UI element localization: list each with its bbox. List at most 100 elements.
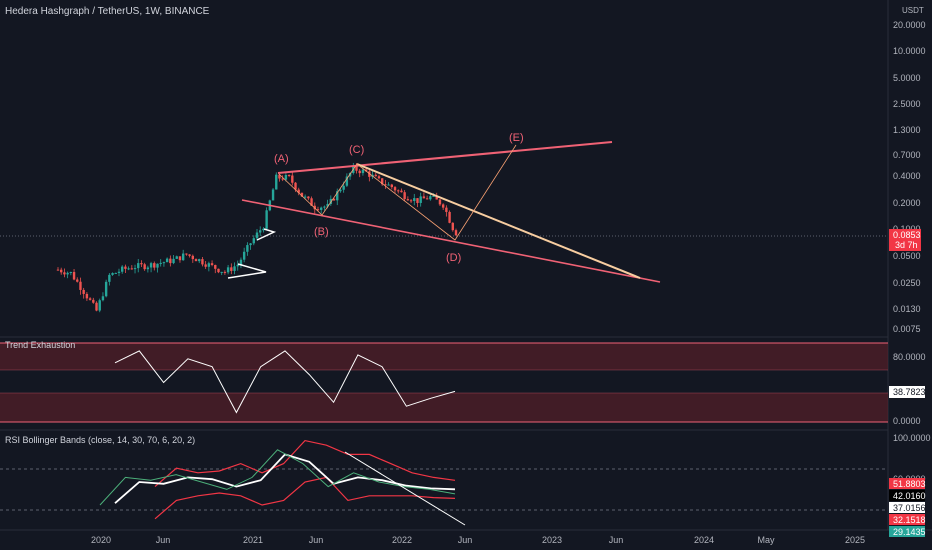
trend-axis-80: 80.0000 xyxy=(893,352,926,362)
pattern-drawings[interactable] xyxy=(227,141,661,283)
candle-body xyxy=(217,268,220,273)
candle-body xyxy=(210,263,214,265)
candle-body xyxy=(400,190,403,193)
rsi-tag-value: 42.0160 xyxy=(893,491,926,501)
price-tick-label: 0.0075 xyxy=(893,324,921,334)
candle-body xyxy=(249,243,252,246)
candle-body xyxy=(120,266,124,272)
candle-body xyxy=(252,238,255,244)
candle-body xyxy=(140,263,143,265)
candle-body xyxy=(342,185,345,190)
candle-body xyxy=(409,200,413,202)
trend-panel-title: Trend Exhaustion xyxy=(5,340,75,350)
countdown-value: 3d 7h xyxy=(895,240,918,250)
wave-label-a: (A) xyxy=(274,153,289,165)
candle-body xyxy=(226,267,230,273)
candle-body xyxy=(239,259,243,265)
candle-body xyxy=(393,187,397,191)
candle-body xyxy=(259,230,262,233)
time-tick-label: Jun xyxy=(309,535,324,545)
last-price-tag: 0.0853 3d 7h xyxy=(889,229,921,251)
candle-body xyxy=(92,299,95,303)
price-tick-label: 0.0130 xyxy=(893,304,921,314)
rsi-upper-band xyxy=(154,439,456,488)
triangle-pattern-2[interactable] xyxy=(256,228,277,241)
candle-body xyxy=(114,272,117,274)
candle-body xyxy=(310,198,313,206)
candle-body xyxy=(425,198,429,200)
candle-body xyxy=(265,210,268,229)
candle-body xyxy=(364,169,368,172)
candle-body xyxy=(207,263,211,267)
time-tick-label: 2025 xyxy=(845,535,865,545)
candle-body xyxy=(368,171,371,177)
candle-body xyxy=(127,268,130,270)
rsi-tag-bg xyxy=(889,514,925,525)
candle-body xyxy=(108,274,111,282)
candle-body xyxy=(242,251,246,260)
price-tick-label: 5.0000 xyxy=(893,73,921,83)
candle-body xyxy=(185,253,188,255)
rsi-tag-value: 32.1518 xyxy=(893,515,926,525)
last-price-value: 0.0853 xyxy=(893,230,921,240)
candle-body xyxy=(448,211,451,223)
time-tick-label: 2022 xyxy=(392,535,412,545)
candle-body xyxy=(56,269,60,271)
candle-body xyxy=(287,175,291,177)
candle-body xyxy=(355,165,358,171)
time-axis[interactable]: 2020 Jun 2021 Jun 2022 Jun 2023 Jun 2024 May 2025 xyxy=(91,535,865,545)
candle-body xyxy=(454,230,458,236)
candle-body xyxy=(397,190,400,192)
candle-body xyxy=(246,245,249,252)
time-tick-label: Jun xyxy=(458,535,473,545)
candle-body xyxy=(223,271,227,273)
triangle-pattern-1[interactable] xyxy=(227,263,267,279)
candle-body xyxy=(153,263,156,268)
time-tick-label: 2023 xyxy=(542,535,562,545)
candle-body xyxy=(214,264,217,269)
wave-path[interactable] xyxy=(278,144,517,241)
candle-body xyxy=(172,258,175,264)
candle-body xyxy=(271,189,275,201)
candle-body xyxy=(429,196,432,200)
candle-body xyxy=(416,198,419,203)
rsi-trendline[interactable] xyxy=(344,451,466,526)
candle-body xyxy=(336,191,339,201)
upper-trendline[interactable] xyxy=(277,141,613,174)
candle-body xyxy=(307,196,310,199)
candle-body xyxy=(316,209,320,211)
candle-body xyxy=(236,264,239,267)
price-tick-label: 0.2000 xyxy=(893,198,921,208)
candle-body xyxy=(143,264,146,270)
price-tick-label: 0.0250 xyxy=(893,278,921,288)
time-tick-label: 2021 xyxy=(243,535,263,545)
candle-body xyxy=(419,196,422,203)
price-tick-label: 2.5000 xyxy=(893,99,921,109)
price-axis[interactable]: 20.0000 10.0000 5.0000 2.5000 1.3000 0.7000 0.… xyxy=(893,20,926,334)
candle-body xyxy=(117,271,121,273)
candle-body xyxy=(98,300,101,311)
candle-body xyxy=(175,256,178,259)
rsi-tag-bg xyxy=(889,502,925,513)
rsi-lower-band xyxy=(154,476,456,520)
candle-body xyxy=(162,262,166,264)
price-tick-label: 1.3000 xyxy=(893,125,921,135)
rsi-tag-value: 37.0156 xyxy=(893,503,926,513)
lower-exhaustion-band xyxy=(0,393,888,422)
candle-body xyxy=(124,266,127,269)
candle-body xyxy=(435,195,438,200)
candle-body xyxy=(422,196,426,199)
candlestick-series xyxy=(56,162,458,313)
rsi-axis-100: 100.0000 xyxy=(893,433,931,443)
time-tick-label: May xyxy=(757,535,775,545)
candle-body xyxy=(275,174,278,190)
wedge-trendline[interactable] xyxy=(356,163,641,279)
trend-exhaustion-line xyxy=(114,350,456,414)
candle-body xyxy=(194,259,198,262)
candle-body xyxy=(137,263,140,269)
candle-body xyxy=(262,228,265,231)
candle-body xyxy=(76,279,79,282)
lower-trendline[interactable] xyxy=(241,199,661,283)
candle-body xyxy=(230,267,233,271)
candle-body xyxy=(345,176,349,186)
